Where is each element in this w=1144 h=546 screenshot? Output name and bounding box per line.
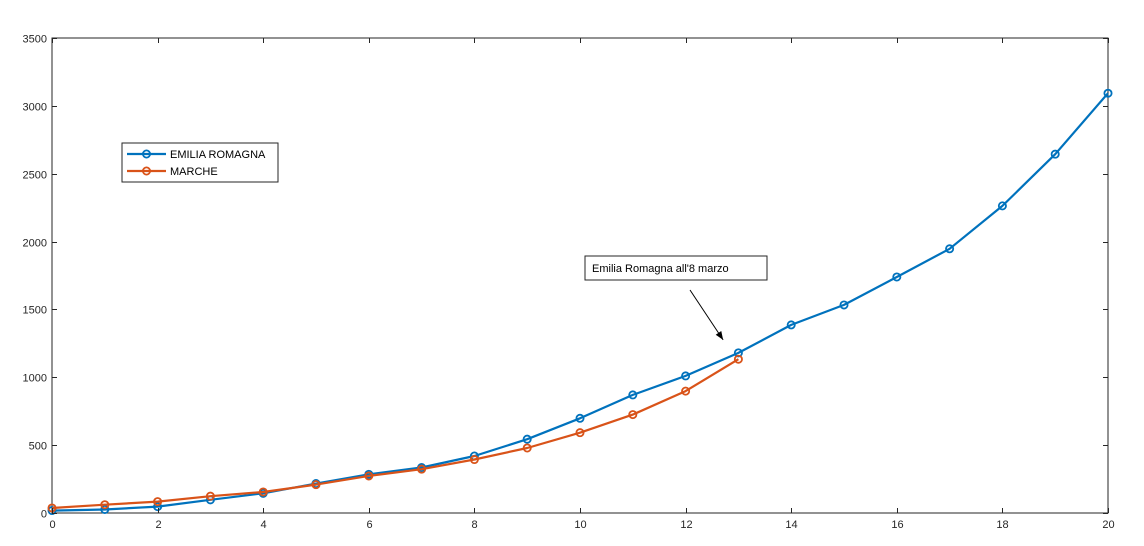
y-tick-label: 3000 [23, 102, 47, 114]
plot-area [51, 37, 1109, 514]
data-point [258, 487, 268, 497]
data-point [417, 464, 427, 474]
x-tick-label: 8 [471, 519, 477, 531]
y-tick-label: 2000 [23, 238, 47, 250]
annotation-text: Emilia Romagna all'8 marzo [592, 263, 729, 275]
series-layer [47, 88, 1113, 516]
data-point [997, 201, 1007, 211]
y-tick-label: 2500 [23, 170, 47, 182]
data-point [100, 504, 110, 514]
x-tick-label: 16 [891, 519, 903, 531]
y-tick-label: 0 [41, 509, 47, 521]
data-point [733, 354, 743, 364]
data-point [628, 390, 638, 400]
data-point [575, 413, 585, 423]
data-point [681, 371, 691, 381]
data-point [364, 471, 374, 481]
data-point [153, 497, 163, 507]
series-marche [47, 354, 743, 513]
series-emilia-romagna [47, 88, 1113, 516]
x-tick-label: 20 [1102, 519, 1114, 531]
x-tick-label: 4 [260, 519, 266, 531]
legend-box [121, 142, 279, 183]
x-tick-label: 18 [996, 519, 1008, 531]
data-point [839, 300, 849, 310]
x-tick-label: 0 [49, 519, 55, 531]
annotation-arrow-line [689, 289, 724, 341]
data-point [100, 500, 110, 510]
y-tick-label: 500 [29, 441, 47, 453]
plot-frame [51, 37, 1109, 514]
data-point [522, 443, 532, 453]
series-line [51, 92, 1109, 512]
x-tick-label: 14 [785, 519, 797, 531]
legend-item: EMILIA ROMAGNA [127, 149, 266, 161]
data-point [892, 272, 902, 282]
legend-swatch-marker [141, 149, 151, 159]
y-tick-label: 3500 [23, 34, 47, 46]
x-tick-label: 6 [366, 519, 372, 531]
legend-label: MARCHE [170, 166, 218, 178]
series-line [51, 358, 739, 510]
data-point [153, 502, 163, 512]
data-point [575, 428, 585, 438]
data-point [945, 244, 955, 254]
annotation-arrowhead [715, 331, 724, 340]
x-tick-label: 10 [574, 519, 586, 531]
annotation-box [584, 255, 768, 281]
data-point [1050, 149, 1060, 159]
x-tick-label: 2 [155, 519, 161, 531]
data-point [522, 434, 532, 444]
legend: EMILIA ROMAGNA MARCHE [121, 142, 279, 183]
annotation-layer: Emilia Romagna all'8 marzo [584, 255, 768, 341]
legend-swatch-marker [141, 166, 151, 176]
y-tick-label: 1000 [23, 373, 47, 385]
data-point [628, 410, 638, 420]
data-point [786, 320, 796, 330]
data-point [469, 455, 479, 465]
data-point [205, 491, 215, 501]
legend-item: MARCHE [127, 166, 218, 178]
data-point [681, 386, 691, 396]
ticks-layer: 0 2 4 6 8 10 12 14 16 18 20 0 500 1000 1500 2000 2500 300… [23, 34, 1115, 532]
x-tick-label: 12 [680, 519, 692, 531]
legend-label: EMILIA ROMAGNA [170, 149, 266, 161]
data-point [311, 480, 321, 490]
y-tick-label: 1500 [23, 305, 47, 317]
data-point [1103, 88, 1113, 98]
